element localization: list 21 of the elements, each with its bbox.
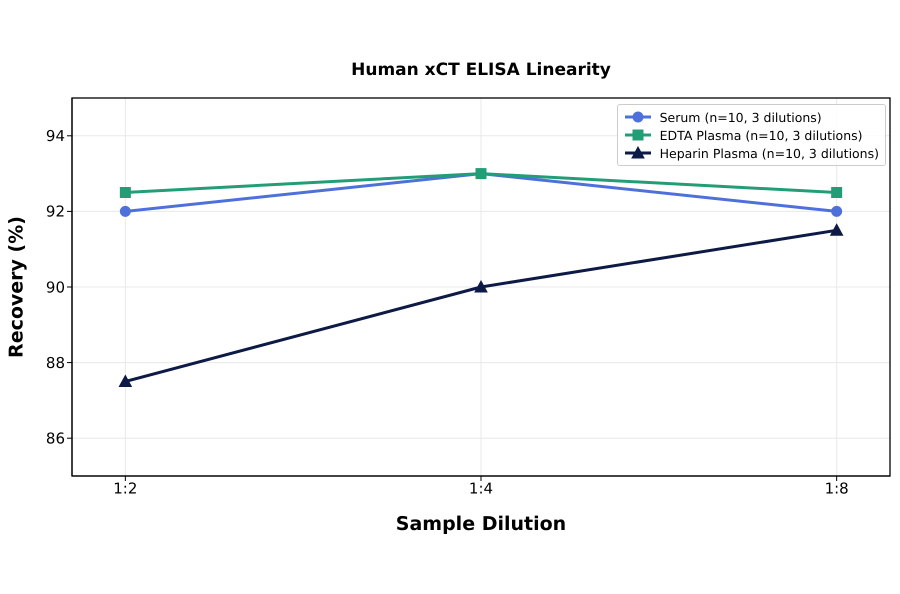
y-axis-title: Recovery (%) <box>6 216 28 358</box>
y-tick-label: 92 <box>46 202 65 221</box>
y-tick-label: 94 <box>46 127 65 146</box>
chart-title: Human xCT ELISA Linearity <box>350 59 612 81</box>
x-axis-title: Sample Dilution <box>396 513 566 535</box>
legend-label: Heparin Plasma (n=10, 3 dilutions) <box>660 146 879 160</box>
point <box>831 187 842 198</box>
point <box>831 206 842 217</box>
x-tick-label: 1:4 <box>468 480 494 498</box>
point <box>474 280 488 292</box>
legend-label: EDTA Plasma (n=10, 3 dilutions) <box>660 128 863 142</box>
y-tick-label: 90 <box>46 278 65 296</box>
x-tick-label: 1:8 <box>824 480 849 498</box>
y-tick-label: 88 <box>46 354 65 372</box>
point <box>830 224 844 236</box>
legend-label: Serum (n=10, 3 dilutions) <box>660 110 822 124</box>
point <box>120 206 131 217</box>
x-tick-label: 1:2 <box>113 480 138 498</box>
point <box>118 375 132 387</box>
point <box>120 187 131 198</box>
y-tick-label: 86 <box>46 430 65 448</box>
